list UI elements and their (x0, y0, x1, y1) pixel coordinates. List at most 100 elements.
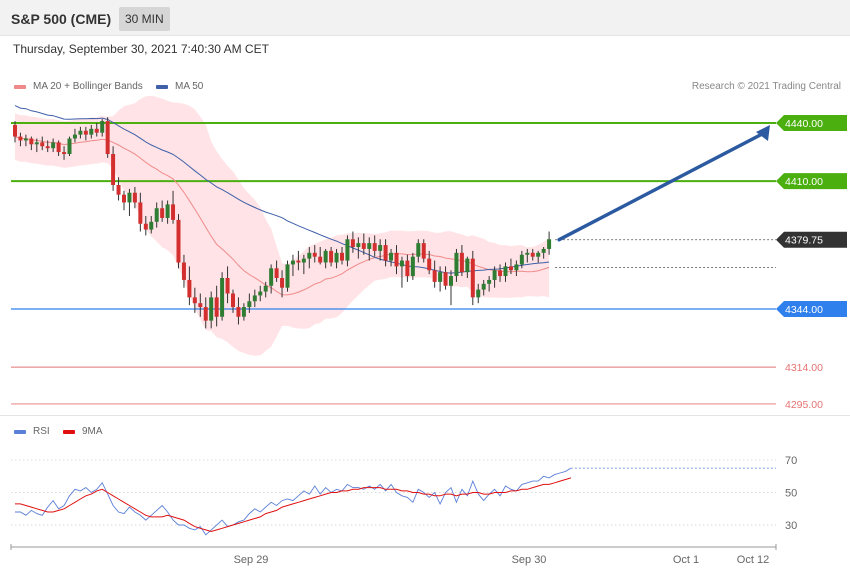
level-label-resistance: 4410.00 (785, 176, 823, 188)
candle-body (541, 248, 546, 253)
candle-body (138, 202, 143, 224)
level-label-resistance: 4440.00 (785, 118, 823, 130)
legend-ma20-swatch (14, 84, 26, 89)
level-label-target: 4314.00 (785, 362, 823, 374)
candle-body (252, 295, 257, 302)
projection-arrow-shaft (557, 130, 768, 242)
candle-body (350, 239, 355, 247)
candle-body (530, 252, 535, 257)
timestamp: Thursday, September 30, 2021 7:40:30 AM … (13, 42, 269, 56)
time-axis: Sep 29 Sep 30 Oct 1 Oct 12 (10, 544, 777, 566)
candle-body (34, 142, 39, 145)
candle-body (525, 252, 530, 255)
symbol-title: S&P 500 (CME) (11, 11, 112, 27)
candle-body (427, 258, 432, 271)
candle-body (220, 278, 225, 317)
candle-body (383, 245, 388, 261)
candle-body (476, 289, 481, 298)
candle-body (536, 252, 541, 257)
legend-rsi-ma-label: 9MA (82, 426, 103, 437)
candle-body (225, 278, 230, 294)
candle-body (443, 272, 448, 286)
legend-ma50-swatch (156, 84, 168, 89)
candle-body (143, 223, 148, 230)
level-tag-resistance (776, 173, 847, 190)
candle-body (508, 266, 513, 271)
interval-badge[interactable]: 30 MIN (119, 7, 170, 31)
candle-body (176, 219, 181, 263)
candle-body (421, 243, 426, 259)
candle-body (83, 130, 88, 135)
candle-body (165, 204, 170, 218)
projection-layer (557, 125, 770, 242)
candle-body (514, 264, 519, 271)
candles-layer (13, 117, 552, 329)
candle-body (345, 239, 350, 261)
candle-body (334, 252, 339, 263)
candle-body (13, 124, 17, 137)
level-tag-last (776, 231, 847, 248)
candle-body (487, 279, 492, 284)
candle-body (301, 258, 306, 263)
header-bar: S&P 500 (CME) 30 MIN (0, 0, 850, 36)
legend-rsi-swatch (14, 429, 26, 434)
candle-body (340, 252, 344, 261)
candle-body (89, 128, 94, 135)
legend-rsi-ma: 9MA (63, 426, 103, 437)
candle-body (209, 297, 214, 321)
candle-body (247, 301, 252, 308)
candle-body (492, 270, 497, 280)
legend-rsi: RSI (14, 426, 50, 437)
candle-body (149, 221, 154, 230)
candle-body (258, 291, 263, 296)
candle-body (356, 243, 361, 247)
projection-arrow-head (756, 125, 770, 141)
candle-body (378, 245, 383, 251)
candle-body (94, 128, 99, 133)
candle-body (67, 138, 72, 154)
legend-ma50-label: MA 50 (175, 81, 204, 92)
legend-ma50: MA 50 (156, 81, 203, 92)
candle-body (399, 260, 404, 267)
level-tag-resistance (776, 115, 847, 131)
candle-body (40, 142, 45, 147)
panel-divider (0, 415, 850, 416)
candle-body (160, 208, 165, 218)
candle-body (18, 136, 23, 141)
candle-body (416, 243, 421, 257)
rsi-line (15, 467, 572, 536)
legend-rsi-ma-swatch (63, 429, 75, 434)
candle-body (78, 130, 83, 135)
rsi-panel: 70 50 30 (11, 455, 797, 536)
candle-body (56, 142, 61, 153)
candle-body (203, 307, 208, 321)
candle-body (111, 154, 116, 185)
candle-body (154, 208, 159, 222)
candle-body (263, 285, 268, 292)
time-tick-label: Sep 29 (234, 554, 269, 566)
candle-body (312, 252, 317, 257)
candle-body (236, 307, 241, 317)
candle-body (481, 283, 486, 290)
candle-body (241, 307, 246, 317)
candle-body (62, 152, 67, 154)
candle-body (498, 270, 503, 277)
candle-body (192, 297, 197, 304)
rsi-ma-line (15, 477, 572, 533)
candle-body (410, 256, 415, 277)
candle-body (181, 262, 186, 280)
candle-body (285, 264, 290, 288)
candle-body (454, 252, 459, 277)
candle-body (470, 258, 475, 298)
legend-ma20-label: MA 20 + Bollinger Bands (33, 81, 143, 92)
candle-body (122, 194, 126, 203)
time-tick-label: Oct 12 (737, 554, 769, 566)
candle-body (23, 138, 28, 141)
candle-body (132, 192, 137, 203)
candle-body (214, 297, 219, 317)
level-label-last: 4379.75 (785, 235, 823, 247)
candle-body (72, 134, 77, 139)
candle-body (51, 142, 56, 149)
candle-body (45, 146, 50, 149)
